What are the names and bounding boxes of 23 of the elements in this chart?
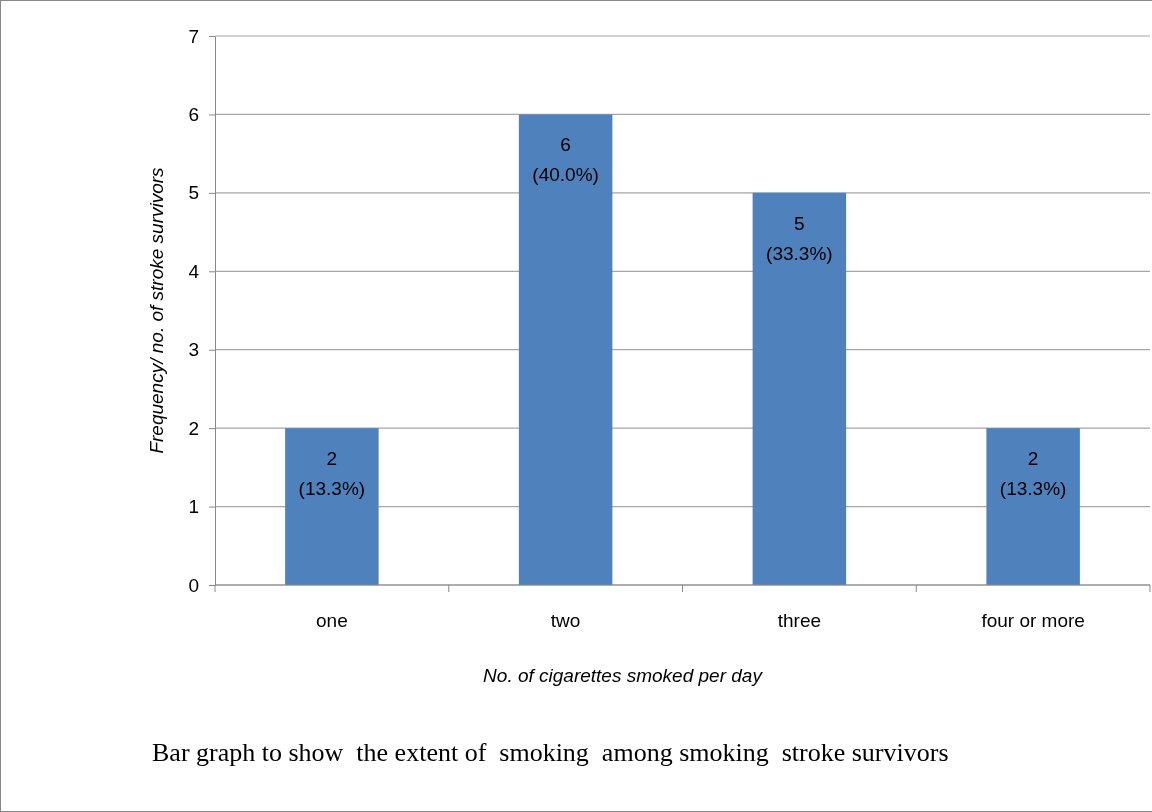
text: Bar graph to show the extent of smoking among smoking stroke survivors [152,737,950,769]
data-label: 6 (40.0%) [532,134,599,186]
x-tick-label: two [550,610,581,631]
y-axis-title: Frequency/ no. of stroke survivors [146,166,167,454]
y-tick-label: 7 [188,25,199,47]
bar [752,192,847,585]
data-label: 2 (13.3%) [298,448,366,500]
y-tick-label: 2 [188,417,199,439]
y-tick-label: 3 [188,339,199,361]
bar [285,428,379,585]
data-label: 2 (13.3%) [999,448,1067,500]
x-tick-label: three [777,610,822,631]
y-tick-label: 0 [188,574,199,596]
x-axis-title: No. of cigarettes smoked per day [483,665,764,686]
y-tick-label: 6 [188,104,199,126]
data-label: 5 (33.3%) [766,212,833,264]
x-tick-label: four or more [981,610,1085,631]
bar [986,428,1080,585]
y-tick-label: 5 [188,182,199,204]
y-tick-label: 1 [188,496,199,518]
bar [518,114,613,585]
y-tick-label: 4 [188,260,200,282]
x-tick-label: one [316,610,348,631]
